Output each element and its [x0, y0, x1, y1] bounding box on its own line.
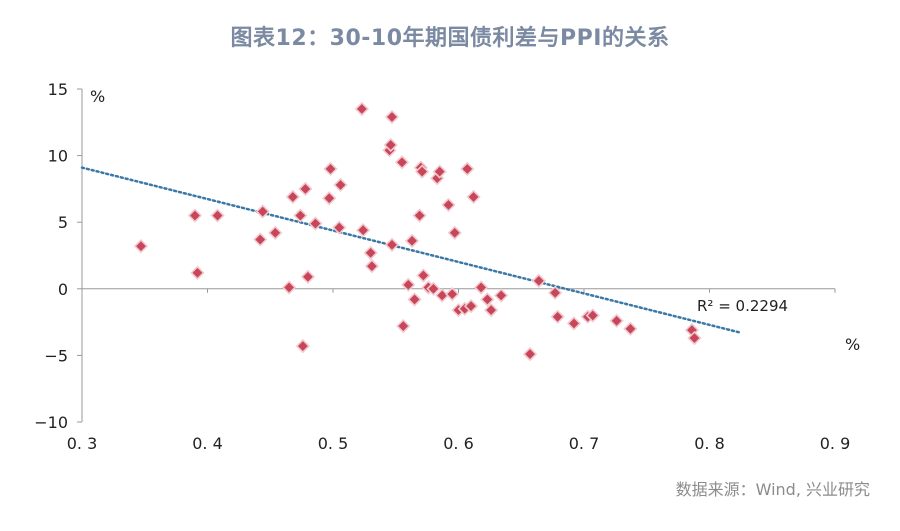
- y-tick-label: 5: [58, 213, 68, 232]
- scatter-point: [355, 223, 371, 238]
- scatter-point: [133, 239, 149, 254]
- y-tick-label: 15: [48, 80, 68, 99]
- scatter-point: [383, 137, 398, 153]
- scatter-point: [295, 338, 311, 354]
- trendline: [80, 166, 743, 335]
- scatter-point: [460, 161, 475, 177]
- x-tick-label: 0. 3: [67, 434, 98, 453]
- scatter-point: [426, 281, 441, 296]
- scatter-point: [285, 189, 300, 205]
- scatter-point: [416, 268, 431, 283]
- scatter-point: [190, 265, 205, 280]
- scatter-point: [268, 225, 283, 240]
- scatter-point: [609, 313, 624, 328]
- scatter-point: [623, 321, 638, 336]
- scatter-point: [394, 155, 410, 170]
- scatter-point: [396, 318, 411, 334]
- x-unit-label: %: [845, 335, 860, 354]
- scatter-point: [687, 330, 702, 346]
- scatter-point: [548, 285, 563, 300]
- scatter-point: [401, 277, 416, 292]
- scatter-point: [441, 197, 456, 213]
- scatter-point: [298, 181, 313, 197]
- chart-title: 图表12：30-10年期国债利差与PPI的关系: [230, 26, 670, 51]
- scatter-point: [407, 292, 422, 307]
- scatter-point: [412, 208, 427, 223]
- scatter-point: [323, 161, 338, 177]
- scatter-point: [494, 288, 509, 303]
- scatter-point: [463, 298, 479, 314]
- scatter-point: [308, 216, 323, 231]
- trendline-path: [80, 166, 743, 335]
- scatter-point: [480, 292, 495, 307]
- scatter-point: [210, 208, 225, 223]
- scatter-point: [354, 101, 369, 117]
- scatter-point: [447, 225, 462, 240]
- scatter-point: [483, 302, 499, 318]
- x-tick-labels: 0. 3 0. 4 0. 5 0. 6 0. 7 0. 8 0. 9: [67, 288, 851, 453]
- scatter-point: [364, 259, 380, 274]
- scatter-point: [414, 164, 430, 179]
- x-tick-label: 0. 9: [820, 434, 851, 453]
- y-unit-label: %: [90, 87, 105, 106]
- scatter-point: [466, 189, 481, 205]
- scatter-point: [332, 220, 347, 235]
- scatter-point: [255, 204, 270, 219]
- x-tick-label: 0. 4: [192, 434, 223, 453]
- scatter-point: [293, 208, 308, 223]
- scatter-point: [253, 232, 268, 247]
- scatter-point: [187, 208, 203, 223]
- x-tick-label: 0. 8: [694, 434, 725, 453]
- x-tick-label: 0. 6: [443, 434, 474, 453]
- scatter-point: [281, 280, 297, 295]
- x-tick-label: 0. 5: [318, 434, 349, 453]
- scatter-point: [384, 237, 400, 252]
- scatter-point: [531, 273, 546, 288]
- r-squared-label: R² = 0.2294: [697, 297, 788, 315]
- scatter-point: [473, 280, 489, 295]
- scatter-point: [522, 346, 538, 362]
- y-tick-label: 10: [48, 147, 68, 166]
- y-tick-label: −5: [44, 346, 68, 365]
- axes: [81, 89, 835, 422]
- scatter-point: [445, 286, 460, 302]
- y-tick-labels: 15 10 5 0 −5 −10: [34, 80, 82, 432]
- scatter-point: [404, 233, 420, 248]
- scatter-point: [550, 309, 565, 324]
- scatter-point: [333, 177, 348, 193]
- scatter-point: [300, 269, 316, 284]
- scatter-point: [363, 245, 378, 260]
- scatter-point: [322, 191, 337, 206]
- scatter-point: [384, 109, 400, 125]
- scatter-point: [585, 308, 600, 323]
- scatter-points: [133, 101, 702, 362]
- y-tick-label: 0: [58, 280, 68, 299]
- scatter-point: [566, 316, 582, 331]
- x-tick-label: 0. 7: [569, 434, 600, 453]
- source-note: 数据来源：Wind, 兴业研究: [675, 480, 870, 499]
- scatter-point: [432, 164, 447, 179]
- y-tick-label: −10: [34, 413, 68, 432]
